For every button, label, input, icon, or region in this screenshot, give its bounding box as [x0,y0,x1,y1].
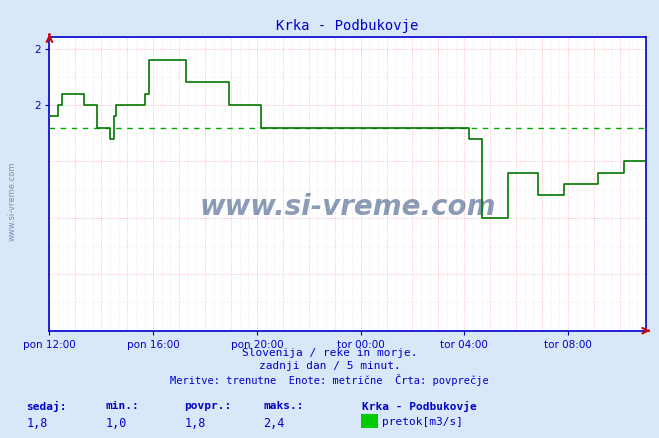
Text: 1,8: 1,8 [26,417,47,430]
Text: pretok[m3/s]: pretok[m3/s] [382,417,463,427]
Text: 1,8: 1,8 [185,417,206,430]
Text: 2,4: 2,4 [264,417,285,430]
Title: Krka - Podbukovje: Krka - Podbukovje [276,19,419,33]
Text: www.si-vreme.com: www.si-vreme.com [200,194,496,222]
Text: Slovenija / reke in morje.: Slovenija / reke in morje. [242,348,417,358]
Text: maks.:: maks.: [264,401,304,411]
Text: Krka - Podbukovje: Krka - Podbukovje [362,401,477,412]
Text: 1,0: 1,0 [105,417,127,430]
Text: zadnji dan / 5 minut.: zadnji dan / 5 minut. [258,361,401,371]
Text: min.:: min.: [105,401,139,411]
Text: sedaj:: sedaj: [26,401,67,412]
Text: Meritve: trenutne  Enote: metrične  Črta: povprečje: Meritve: trenutne Enote: metrične Črta: … [170,374,489,386]
Text: www.si-vreme.com: www.si-vreme.com [8,162,17,241]
Text: povpr.:: povpr.: [185,401,232,411]
